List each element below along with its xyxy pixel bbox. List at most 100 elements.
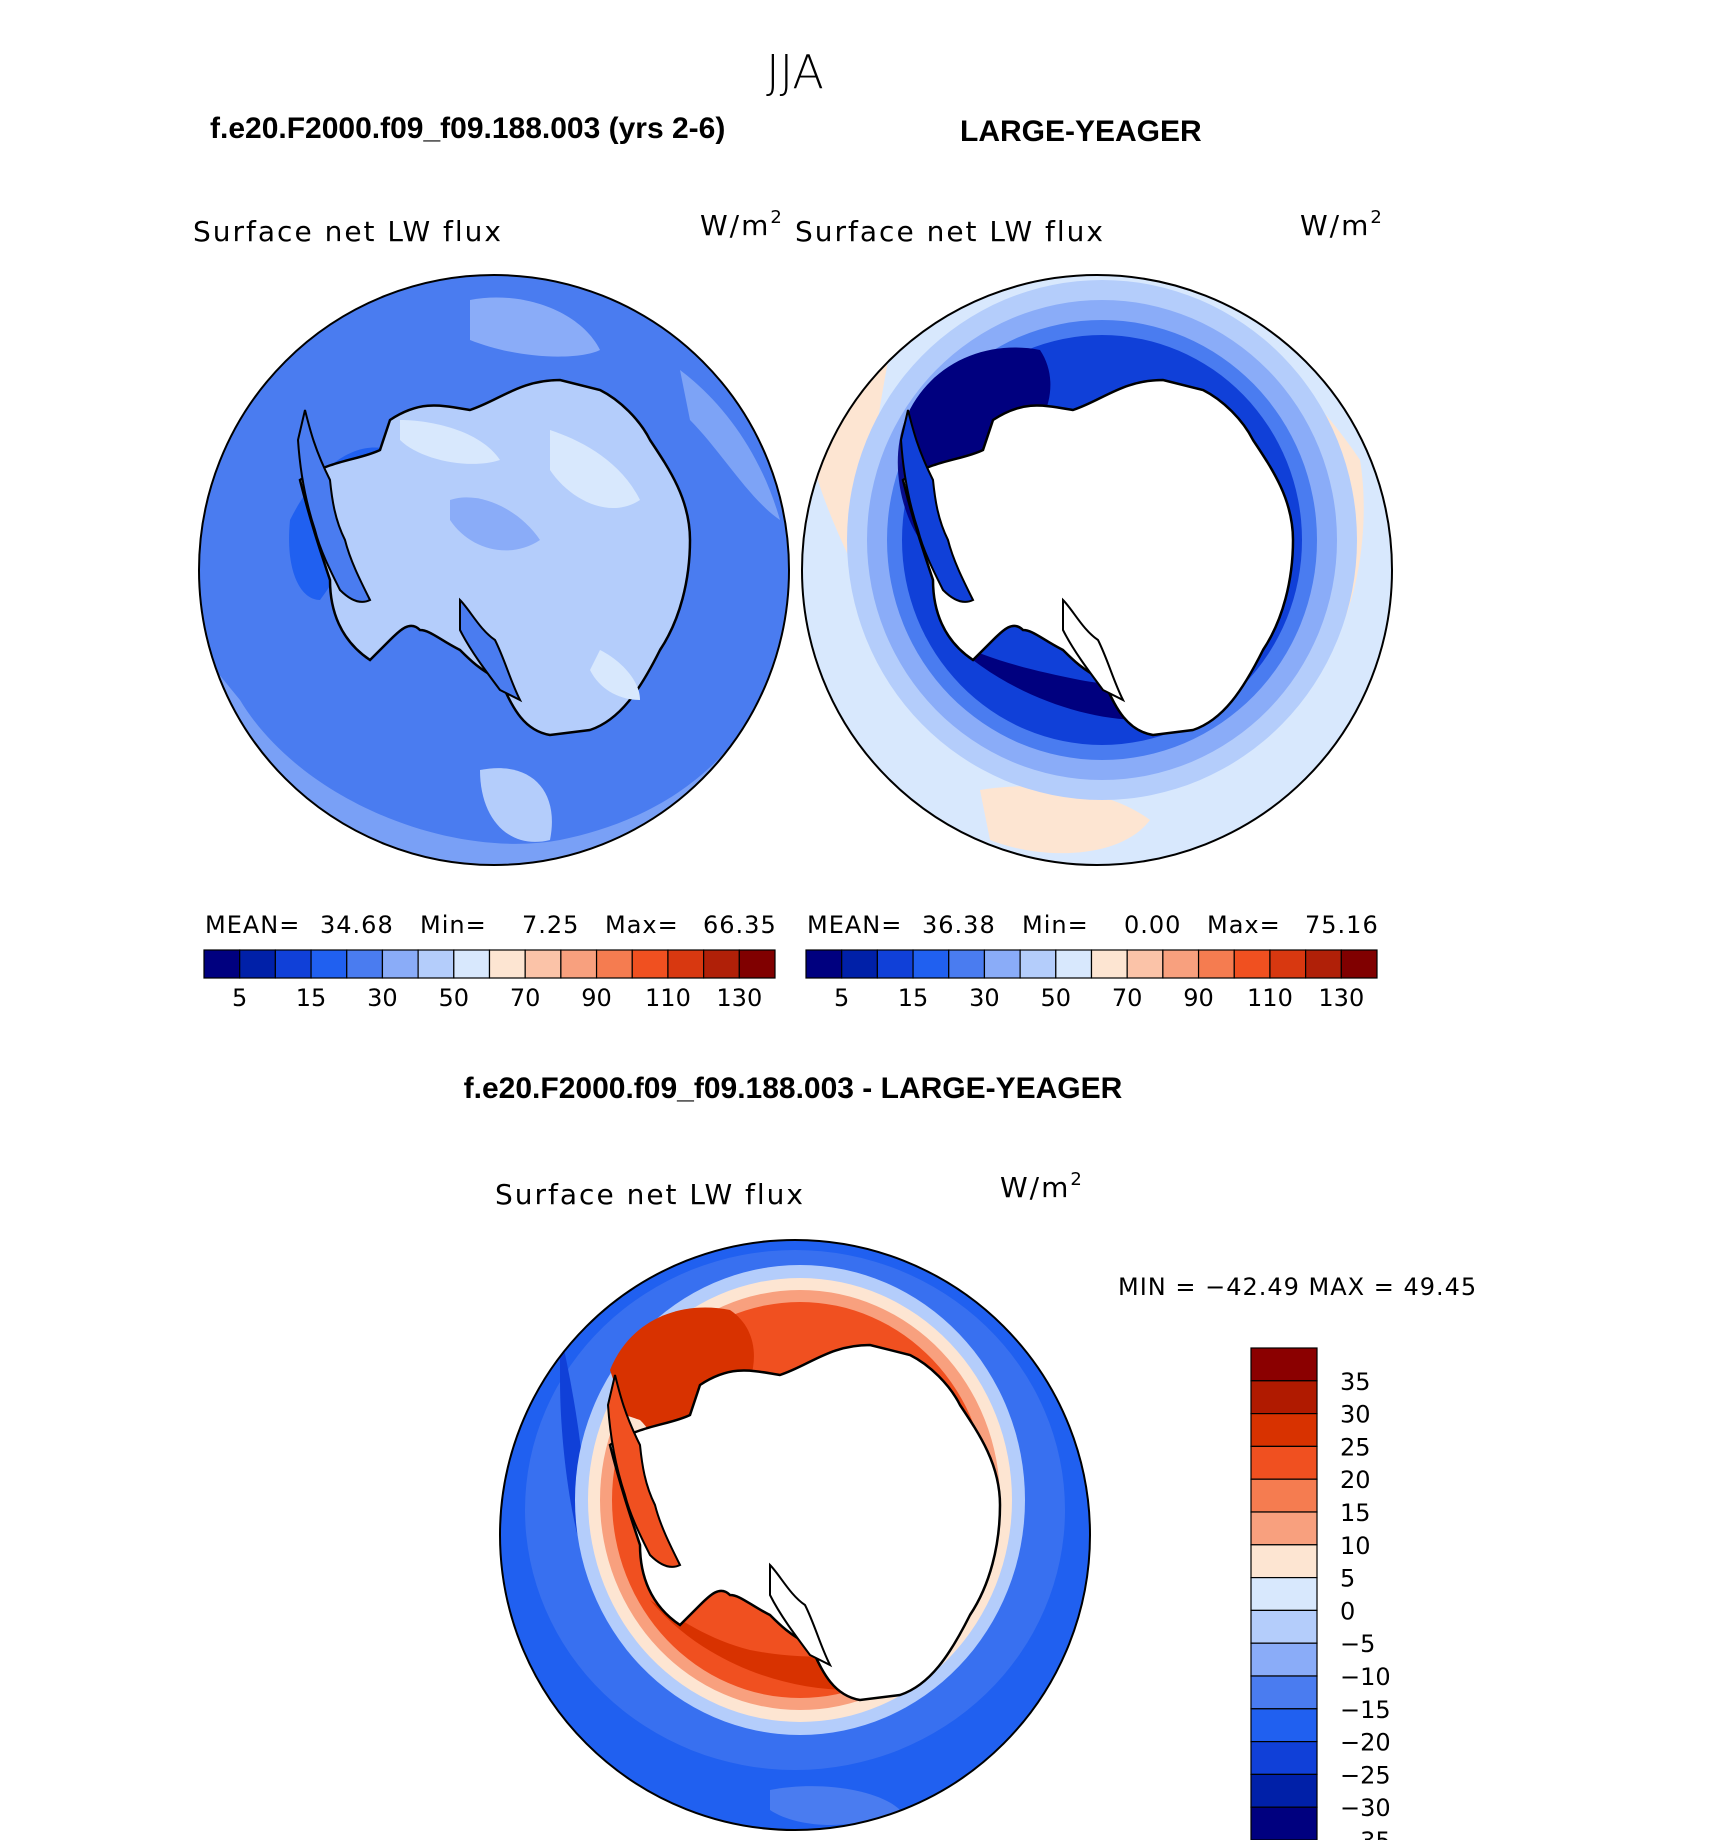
- panel-title: Surface net LW flux: [495, 1178, 805, 1211]
- panel-title: Surface net LW flux: [795, 215, 1105, 248]
- colorbar-swatch: [1250, 1708, 1318, 1743]
- colorbar-tick-label: 110: [1247, 984, 1293, 1012]
- map-border: [499, 1239, 1091, 1831]
- stat-min-value: 7.25: [522, 911, 579, 939]
- colorbar-tick-label: 90: [1183, 984, 1214, 1012]
- stat-max-value: 75.16: [1305, 911, 1379, 939]
- colorbar-swatch: [1250, 1675, 1318, 1710]
- colorbar-tick-label: 70: [510, 984, 541, 1012]
- colorbar-swatch: [1090, 949, 1128, 979]
- map-top-left: [199, 275, 789, 865]
- colorbar-swatch: [1250, 1380, 1318, 1415]
- colorbar-swatch: [1305, 949, 1342, 979]
- colorbar-bottom: 35 30 25 20 15 10 5 0 −5 −10 −15 −20 −25 −30 −35: [1250, 1347, 1391, 1840]
- colorbar-tick-label: 15: [296, 984, 327, 1012]
- colorbar-swatch: [203, 949, 241, 979]
- panel-header: f.e20.F2000.f09_f09.188.003 (yrs 2-6): [210, 112, 725, 145]
- colorbar-tick-label: 50: [439, 984, 470, 1012]
- colorbar-swatch: [346, 949, 384, 979]
- colorbar-tick-label: 10: [1340, 1532, 1371, 1560]
- stat-mean-value: 36.38: [922, 911, 996, 939]
- colorbar-tick-label: −30: [1340, 1794, 1391, 1822]
- colorbar-swatch: [1019, 949, 1057, 979]
- map-border: [801, 274, 1393, 866]
- colorbar-swatch: [1126, 949, 1164, 979]
- units-exponent: 2: [770, 207, 783, 228]
- stat-min-label: Min=: [1022, 911, 1089, 939]
- stats-line: MEAN= 36.38 Min= 0.00 Max= 75.16: [807, 911, 1379, 939]
- colorbar-tick-label: 5: [834, 984, 849, 1012]
- stats-line: MEAN= 34.68 Min= 7.25 Max= 66.35: [205, 911, 777, 939]
- colorbar-swatch: [1055, 949, 1093, 979]
- colorbar-swatch: [417, 949, 455, 979]
- colorbar-tick-label: 130: [716, 984, 762, 1012]
- colorbar-tick-label: 30: [1340, 1401, 1371, 1429]
- colorbar-tick-label: −35: [1340, 1827, 1391, 1840]
- colorbar-tick-label: −15: [1340, 1696, 1391, 1724]
- units-base: W/m: [1000, 1171, 1070, 1204]
- stat-mean-label: MEAN=: [205, 911, 300, 939]
- colorbar-swatch: [1250, 1642, 1318, 1677]
- units-base: W/m: [700, 209, 770, 242]
- colorbar-tick-label: 70: [1112, 984, 1143, 1012]
- stat-max-label: Max=: [1207, 911, 1281, 939]
- colorbar-swatch: [1250, 1806, 1318, 1840]
- colorbar-tick-label: 90: [581, 984, 612, 1012]
- map-top-right: [802, 275, 1392, 865]
- colorbar-swatch: [1250, 1347, 1318, 1382]
- units-label: W/m2: [1000, 1169, 1084, 1204]
- colorbar-tick-label: 30: [367, 984, 398, 1012]
- colorbar-swatch: [1269, 949, 1307, 979]
- map-border: [198, 274, 790, 866]
- colorbar-swatch: [983, 949, 1021, 979]
- units-label: W/m2: [700, 207, 784, 242]
- colorbar-tick-label: 5: [1340, 1565, 1355, 1593]
- panel-header: f.e20.F2000.f09_f09.188.003 - LARGE-YEAG…: [464, 1072, 1123, 1105]
- colorbar-tick-label: 110: [645, 984, 691, 1012]
- colorbar-tick-label: 5: [232, 984, 247, 1012]
- colorbar-swatch: [381, 949, 419, 979]
- colorbar-swatch: [1233, 949, 1271, 979]
- colorbar-tick-label: 35: [1340, 1368, 1371, 1396]
- colorbar-swatch: [631, 949, 669, 979]
- units-exponent: 2: [1370, 207, 1383, 228]
- stat-max-value: 66.35: [703, 911, 777, 939]
- colorbar-swatch: [1250, 1478, 1318, 1513]
- colorbar-swatch: [1250, 1740, 1318, 1775]
- colorbar-swatch: [912, 949, 950, 979]
- colorbar-tick-label: 50: [1041, 984, 1072, 1012]
- colorbar-swatch: [1250, 1511, 1318, 1546]
- colorbar-swatch: [667, 949, 705, 979]
- colorbar-tick-label: 25: [1340, 1433, 1371, 1461]
- stat-min-value: 0.00: [1124, 911, 1181, 939]
- colorbar-swatch: [239, 949, 276, 979]
- min-max-readout: MIN = −42.49 MAX = 49.45: [1118, 1273, 1477, 1301]
- colorbar-tick-label: −20: [1340, 1729, 1391, 1757]
- map-bottom: [500, 1240, 1090, 1830]
- colorbar-tick-label: 15: [1340, 1499, 1371, 1527]
- panel-title: Surface net LW flux: [193, 215, 503, 248]
- colorbar-tick-label: 0: [1340, 1597, 1355, 1625]
- colorbar-swatch: [876, 949, 914, 979]
- colorbar-swatch: [1250, 1576, 1318, 1611]
- colorbar-tick-label: 20: [1340, 1466, 1371, 1494]
- colorbar-swatch: [560, 949, 598, 979]
- panel-bottom: f.e20.F2000.f09_f09.188.003 - LARGE-YEAG…: [464, 1072, 1477, 1840]
- stat-min-label: Min=: [420, 911, 487, 939]
- panel-top-left: f.e20.F2000.f09_f09.188.003 (yrs 2-6) Su…: [193, 112, 790, 1012]
- colorbar-swatch: [453, 949, 491, 979]
- colorbar-swatch: [1250, 1412, 1318, 1447]
- colorbar-swatch: [1250, 1445, 1318, 1480]
- colorbar-swatch: [274, 949, 312, 979]
- units-label: W/m2: [1300, 207, 1384, 242]
- colorbar-top-right: 5 15 30 50 70 90 110 130: [805, 949, 1378, 1012]
- colorbar-swatch: [1340, 949, 1378, 979]
- colorbar-swatch: [1162, 949, 1200, 979]
- colorbar-swatch: [703, 949, 740, 979]
- colorbar-tick-label: −5: [1340, 1630, 1375, 1658]
- colorbar-swatch: [1250, 1609, 1318, 1644]
- colorbar-swatch: [595, 949, 633, 979]
- colorbar-tick-label: −25: [1340, 1761, 1391, 1789]
- colorbar-swatch: [310, 949, 348, 979]
